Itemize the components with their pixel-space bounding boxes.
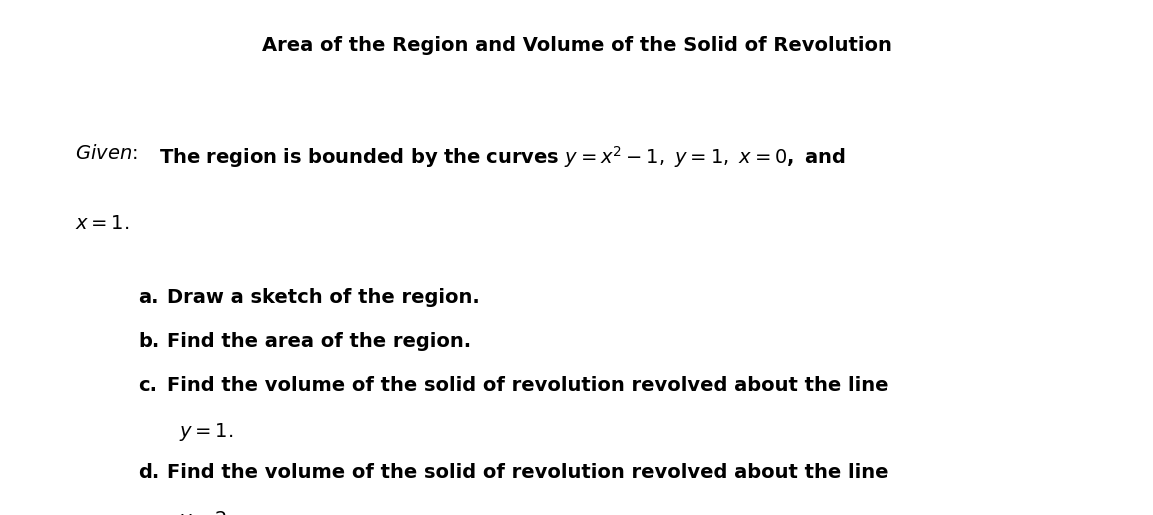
Text: Draw a sketch of the region.: Draw a sketch of the region.: [167, 288, 480, 307]
Text: $\mathbf{The\ region\ is\ bounded\ by\ the\ curves\ }$$y = x^2 - 1,\ y = 1,\ x =: $\mathbf{The\ region\ is\ bounded\ by\ t…: [159, 144, 845, 170]
Text: Area of the Region and Volume of the Solid of Revolution: Area of the Region and Volume of the Sol…: [262, 36, 891, 55]
Text: $y = 2.$: $y = 2.$: [179, 509, 233, 515]
Text: $\bf{\it{Given}}$:: $\bf{\it{Given}}$:: [75, 144, 137, 163]
Text: Find the volume of the solid of revolution revolved about the line: Find the volume of the solid of revoluti…: [167, 464, 889, 483]
Text: c.: c.: [138, 376, 157, 395]
Text: $x = 1.$: $x = 1.$: [75, 214, 129, 233]
Text: a.: a.: [138, 288, 159, 307]
Text: Find the volume of the solid of revolution revolved about the line: Find the volume of the solid of revoluti…: [167, 376, 889, 395]
Text: d.: d.: [138, 464, 159, 483]
Text: b.: b.: [138, 332, 159, 351]
Text: Find the area of the region.: Find the area of the region.: [167, 332, 472, 351]
Text: $y = 1.$: $y = 1.$: [179, 421, 233, 443]
